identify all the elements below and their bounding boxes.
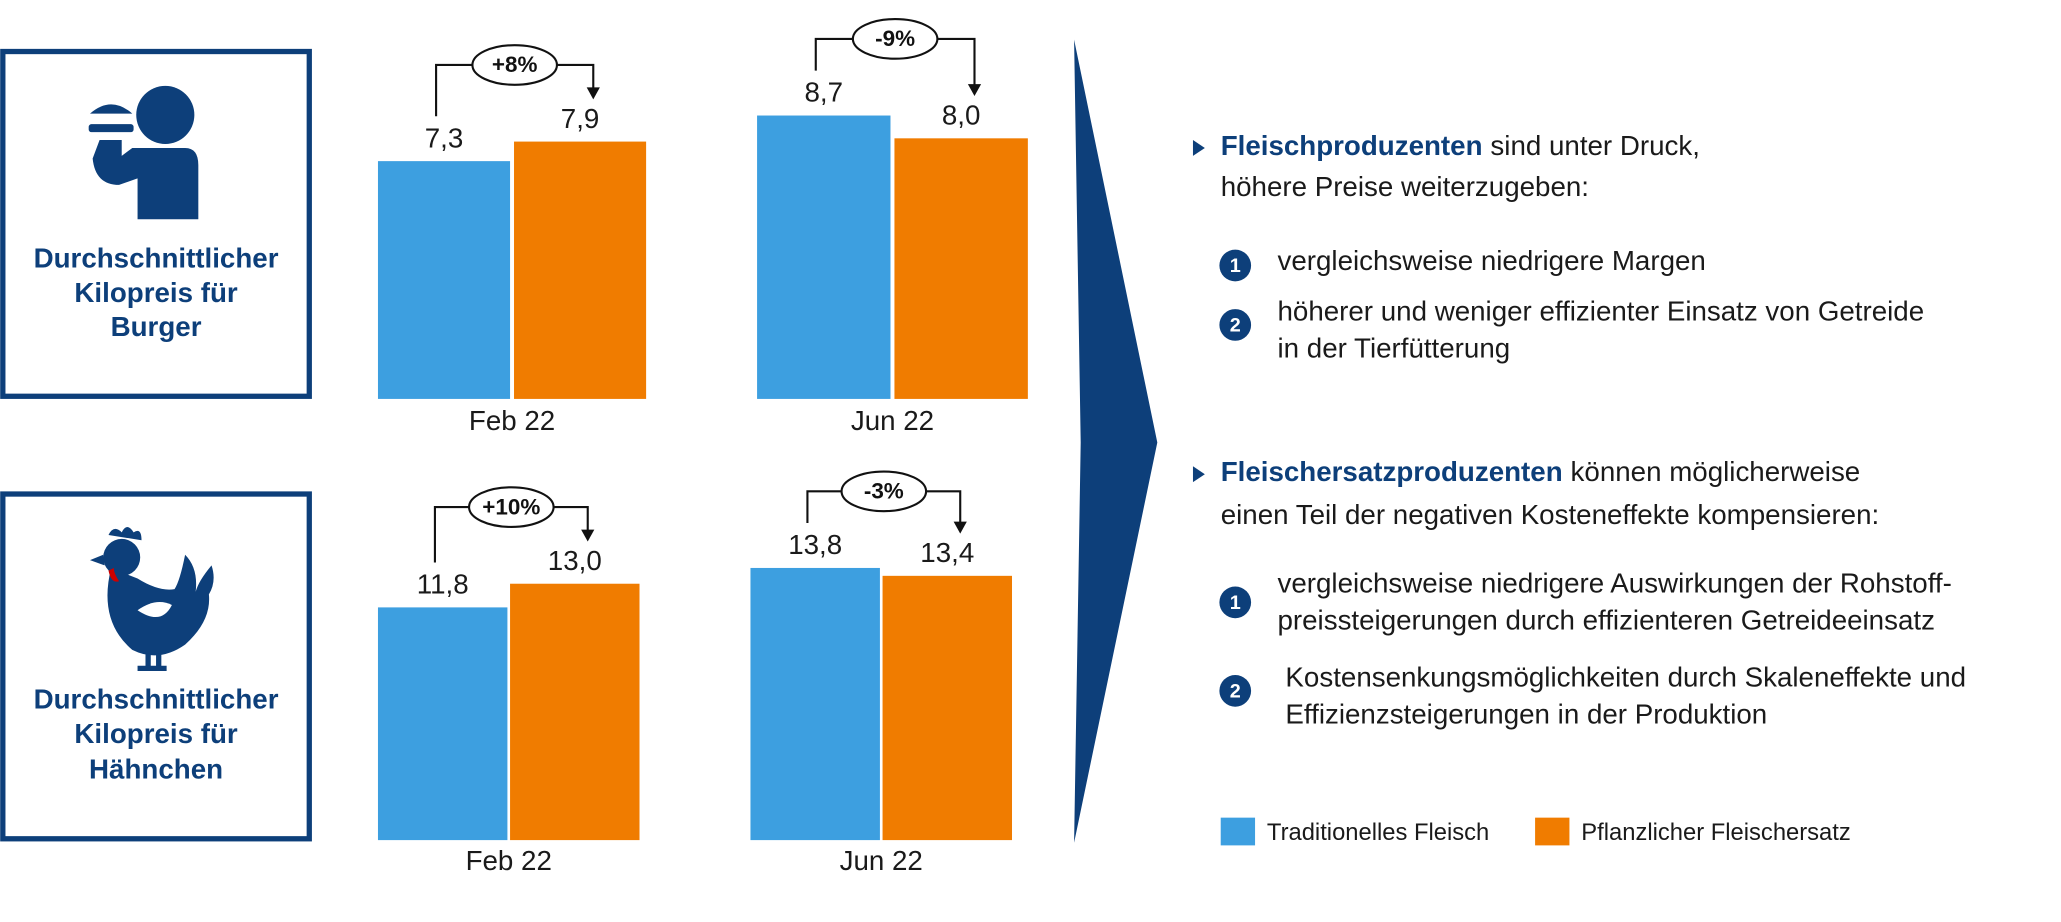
burger-icon — [88, 85, 199, 220]
item-text: Kostensenkungsmöglichkeiten durch Skalen… — [1285, 661, 1966, 692]
value-label: 7,3 — [425, 122, 464, 153]
bar — [894, 138, 1028, 399]
bar — [377, 161, 511, 399]
burger-box — [0, 48, 312, 399]
change-oval — [851, 18, 939, 60]
number-badge — [1219, 249, 1252, 282]
bar — [510, 583, 640, 841]
number-badge — [1219, 674, 1252, 707]
legend-label: Pflanzlicher Fleischersatz — [1581, 819, 1850, 846]
number-label: 2 — [1230, 315, 1241, 337]
box-title: Kilopreis für — [74, 718, 237, 749]
bar — [757, 115, 891, 399]
box-title: Kilopreis für — [74, 277, 237, 308]
legend-swatch — [1535, 817, 1570, 846]
note-heading: Fleischproduzenten sind unter Druck, — [1221, 130, 1700, 161]
bar — [882, 575, 1013, 841]
change-label: -3% — [864, 479, 904, 504]
note-lead: Fleischproduzenten — [1221, 130, 1483, 161]
value-label: 8,0 — [942, 100, 981, 131]
number-label: 2 — [1230, 680, 1241, 702]
box-title: Burger — [111, 311, 202, 342]
item-text: Effizienzsteigerungen in der Produktion — [1285, 698, 1767, 729]
category-label: Feb 22 — [469, 405, 555, 436]
bar — [377, 607, 508, 841]
category-label: Jun 22 — [840, 845, 923, 876]
category-label: Jun 22 — [851, 405, 934, 436]
category-label: Feb 22 — [466, 845, 552, 876]
value-label: 11,8 — [417, 569, 469, 600]
change-label: +10% — [482, 494, 540, 519]
bar — [750, 567, 880, 841]
number-label: 1 — [1230, 255, 1241, 277]
bullet — [1192, 466, 1205, 483]
number-label: 1 — [1230, 592, 1241, 614]
box-title: Hähnchen — [89, 754, 223, 785]
box-title: Durchschnittlicher — [34, 684, 279, 715]
change-oval — [468, 486, 555, 528]
value-label: 13,0 — [548, 545, 602, 576]
change-arrow — [967, 84, 982, 97]
change-oval — [840, 470, 928, 513]
item-text: vergleichsweise niedrigere Margen — [1278, 245, 1706, 276]
note-lead: Fleischersatzproduzenten — [1221, 457, 1563, 488]
value-label: 13,4 — [920, 537, 974, 568]
note-rest: können möglicherweise — [1571, 457, 1861, 488]
value-label: 7,9 — [561, 103, 600, 134]
change-label: +8% — [492, 52, 538, 77]
change-arrow — [586, 87, 600, 100]
note-line: einen Teil der negativen Kosteneffekte k… — [1221, 499, 1880, 530]
chevron — [1074, 39, 1158, 843]
bullet — [1192, 140, 1205, 156]
item-text: in der Tierfütterung — [1278, 332, 1511, 363]
legend-label: Traditionelles Fleisch — [1267, 819, 1489, 846]
chicken-box — [0, 491, 312, 842]
chicken-icon — [90, 527, 214, 672]
change-oval — [471, 44, 559, 86]
value-label: 13,8 — [788, 529, 842, 560]
box-title: Durchschnittlicher — [34, 243, 279, 274]
item-text: vergleichsweise niedrigere Auswirkungen … — [1278, 567, 1952, 598]
note-heading: Fleischersatzproduzenten können möglicher… — [1221, 457, 1861, 488]
note-line: höhere Preise weiterzugeben: — [1221, 171, 1589, 202]
item-text: preissteigerungen durch effizienteren Ge… — [1278, 604, 1935, 635]
item-text: höherer und weniger effizienter Einsatz … — [1278, 295, 1925, 326]
change-arrow — [953, 521, 967, 534]
number-badge — [1219, 586, 1252, 619]
change-label: -9% — [875, 26, 915, 51]
note-rest: sind unter Druck, — [1490, 130, 1700, 161]
bar — [514, 141, 647, 399]
number-badge — [1219, 309, 1252, 341]
legend-swatch — [1220, 817, 1256, 846]
change-arrow — [581, 529, 595, 542]
value-label: 8,7 — [805, 77, 844, 108]
